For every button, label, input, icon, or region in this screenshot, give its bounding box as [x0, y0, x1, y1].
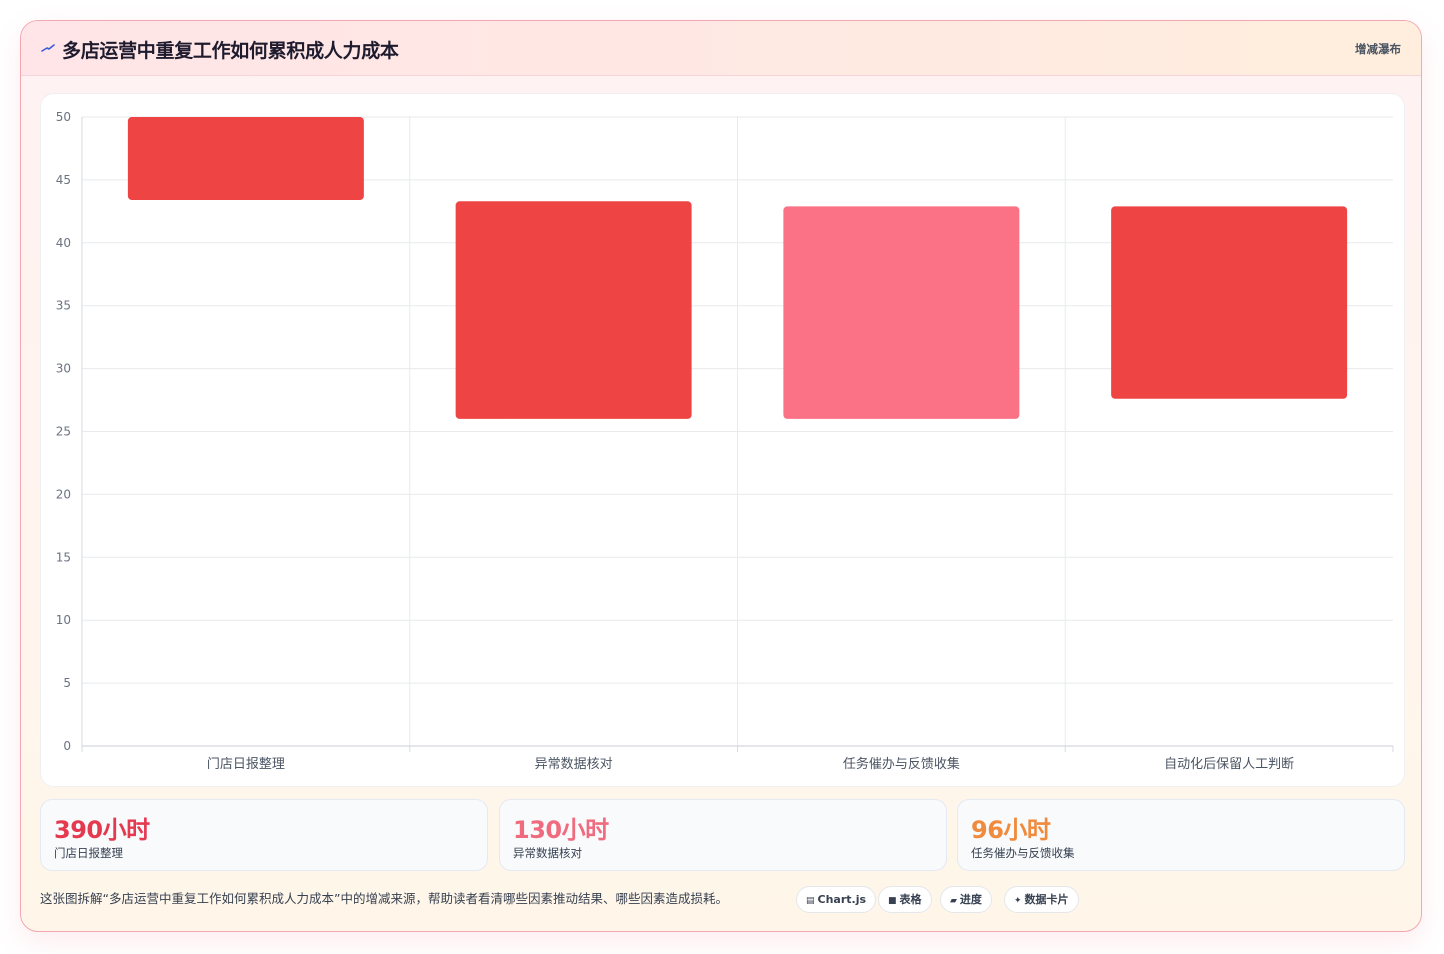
y-tick-label: 0 — [63, 739, 71, 753]
kpi-value: 390小时 — [54, 816, 150, 844]
waterfall-bar — [455, 201, 692, 419]
page-title: 多店运营中重复工作如何累积成人力成本 — [62, 40, 399, 62]
card-header: 多店运营中重复工作如何累积成人力成本 增减瀑布 — [21, 21, 1421, 76]
chart-icon: ▤ — [806, 896, 815, 906]
y-tick-label: 35 — [56, 299, 71, 313]
chip-progress[interactable]: ▰ 进度 — [940, 886, 992, 913]
kpi-label: 异常数据核对 — [513, 846, 582, 860]
waterfall-bar — [783, 206, 1020, 419]
kpi-row: 390小时 门店日报整理 130小时 异常数据核对 96小时 任务催办与反馈收集 — [40, 799, 1405, 871]
y-tick-label: 40 — [56, 236, 71, 250]
chip-label: 进度 — [959, 893, 982, 906]
chip-label: 数据卡片 — [1024, 893, 1069, 906]
waterfall-chart: 0 5 10 15 20 25 30 35 40 45 50 门店日报整理 异常数据核对 任务催办与反馈收… — [56, 110, 1394, 772]
report-card: 多店运营中重复工作如何累积成人力成本 增减瀑布 0 5 10 15 20 25 30 35 40… — [20, 20, 1422, 932]
kpi-card: 390小时 门店日报整理 — [40, 799, 488, 871]
chip-data-cards[interactable]: ✦ 数据卡片 — [1004, 886, 1079, 913]
chart-panel: 0 5 10 15 20 25 30 35 40 45 50 门店日报整理 异常数据核对 任务催办与反馈收… — [40, 93, 1405, 787]
chip-table[interactable]: ■ 表格 — [878, 886, 932, 913]
x-category-label: 任务催办与反馈收集 — [843, 756, 960, 772]
y-tick-label: 50 — [56, 110, 71, 124]
kpi-card: 96小时 任务催办与反馈收集 — [957, 799, 1405, 871]
y-tick-label: 20 — [56, 487, 71, 501]
y-tick-label: 25 — [56, 425, 71, 439]
chart-description: 这张图拆解“多店运营中重复工作如何累积成人力成本”中的增减来源，帮助读者看清哪些… — [40, 891, 728, 906]
chip-chartjs[interactable]: ▤ Chart.js — [796, 886, 877, 913]
kpi-value: 96小时 — [971, 816, 1051, 844]
chart-type-badge: 增减瀑布 — [1355, 42, 1401, 56]
x-category-label: 门店日报整理 — [207, 757, 285, 772]
progress-icon: ▰ — [950, 896, 957, 906]
kpi-value: 130小时 — [513, 816, 609, 844]
y-tick-label: 30 — [56, 362, 71, 376]
y-tick-label: 10 — [56, 613, 71, 627]
waterfall-bar — [127, 117, 364, 201]
trend-line-icon — [41, 44, 55, 52]
kpi-label: 门店日报整理 — [54, 846, 123, 860]
chip-label: 表格 — [899, 893, 922, 906]
table-icon: ■ — [888, 896, 897, 906]
y-tick-label: 45 — [56, 173, 71, 187]
y-tick-label: 5 — [63, 676, 71, 690]
sparkle-icon: ✦ — [1014, 896, 1022, 906]
kpi-label: 任务催办与反馈收集 — [971, 846, 1075, 860]
x-category-label: 自动化后保留人工判断 — [1164, 757, 1294, 772]
chip-label: Chart.js — [817, 893, 867, 906]
waterfall-bar — [1111, 206, 1348, 399]
y-tick-label: 15 — [56, 550, 71, 564]
kpi-card: 130小时 异常数据核对 — [499, 799, 947, 871]
x-category-label: 异常数据核对 — [535, 757, 613, 772]
